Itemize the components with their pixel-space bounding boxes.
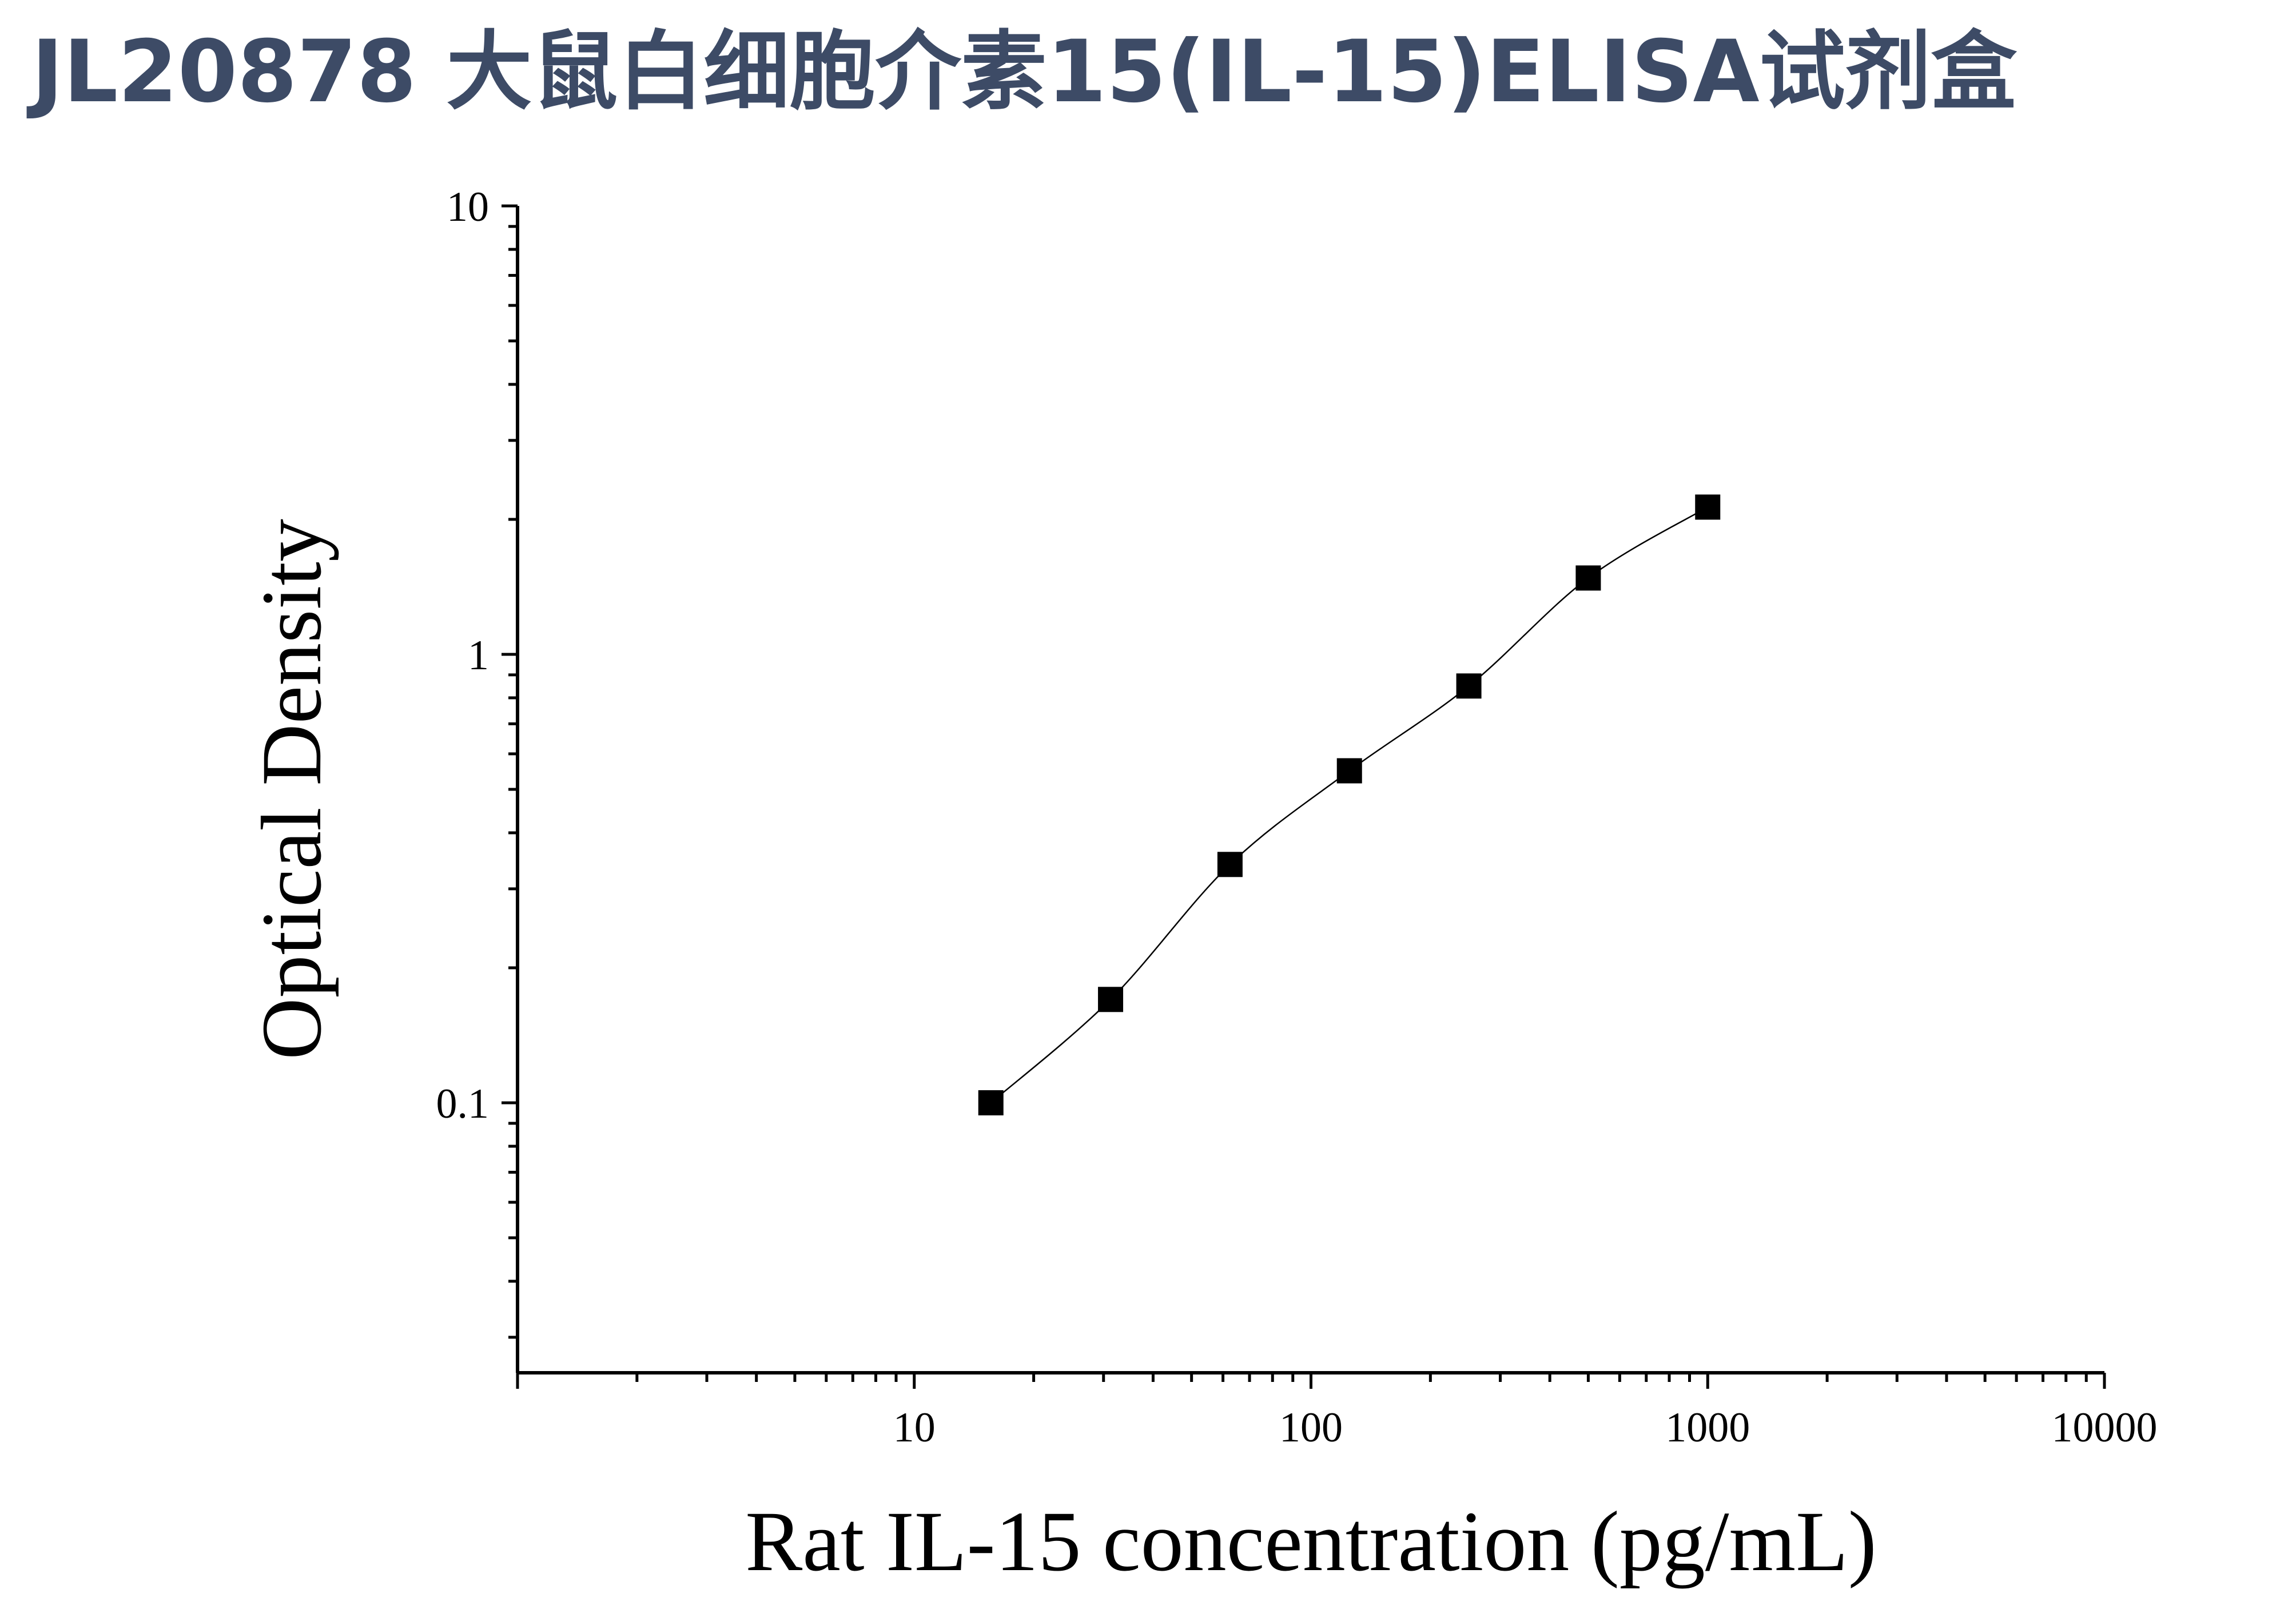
chart-axes	[516, 206, 2104, 1374]
data-points	[978, 494, 1721, 1115]
y-tick-label: 1	[468, 632, 489, 679]
x-tick-label: 10	[893, 1404, 936, 1451]
x-axis-title: Rat IL-15 concentration (pg/mL)	[745, 1494, 1877, 1589]
data-point-marker	[1217, 852, 1243, 877]
x-tick-label: 10000	[2052, 1404, 2158, 1451]
data-point-marker	[978, 1090, 1004, 1115]
data-point-marker	[1336, 758, 1362, 784]
data-point-marker	[1098, 987, 1124, 1012]
x-tick-label: 1000	[1665, 1404, 1750, 1451]
y-tick-label: 10	[447, 184, 489, 231]
data-point-marker	[1695, 494, 1721, 520]
y-tick-label: 0.1	[436, 1080, 490, 1127]
axis-tick-labels: 10 100 1000 10000 0.1 1 10	[436, 184, 2158, 1451]
data-point-marker	[1456, 673, 1482, 699]
fit-curve-line	[990, 506, 1708, 1103]
axis-ticks	[502, 204, 2106, 1389]
data-point-marker	[1575, 565, 1601, 591]
x-tick-label: 100	[1279, 1404, 1343, 1451]
y-axis-title: Optical Density	[244, 519, 339, 1060]
page-title: JL20878 大鼠白细胞介素15(IL-15)ELISA试剂盒	[31, 22, 2017, 122]
